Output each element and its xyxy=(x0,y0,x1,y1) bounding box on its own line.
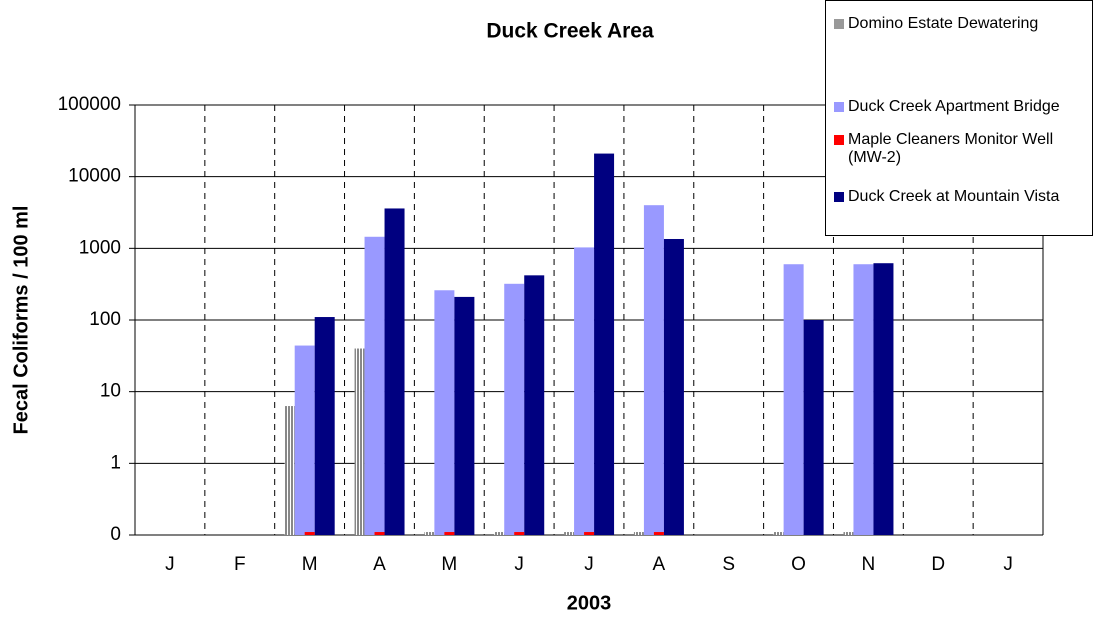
bar xyxy=(524,275,545,535)
bar xyxy=(434,290,455,535)
y-tick-label: 100 xyxy=(89,309,121,330)
y-tick-label: 0 xyxy=(110,524,121,545)
legend-entry: Duck Creek Apartment Bridge xyxy=(834,98,1084,116)
legend-entry: Domino Estate Dewatering xyxy=(834,15,1084,33)
bar xyxy=(773,532,784,535)
bar xyxy=(454,296,475,535)
bar xyxy=(873,263,894,535)
x-tick-label: N xyxy=(862,554,876,575)
x-tick-label: F xyxy=(234,554,246,575)
legend-label: Maple Cleaners Monitor Well (MW-2) xyxy=(848,131,1054,166)
bar xyxy=(504,283,525,535)
y-tick-label: 10 xyxy=(100,381,121,402)
y-tick-label: 1 xyxy=(110,452,121,473)
bar xyxy=(574,247,595,535)
bar xyxy=(633,532,644,535)
bar xyxy=(853,264,874,535)
x-tick-label: D xyxy=(931,554,945,575)
bar xyxy=(594,153,615,535)
y-axis-label: Fecal Coliforms / 100 ml xyxy=(10,206,32,435)
x-tick-label: A xyxy=(653,554,666,575)
legend-label: Duck Creek Apartment Bridge xyxy=(848,98,1060,115)
bar xyxy=(424,532,435,535)
chart-title: Duck Creek Area xyxy=(486,20,654,43)
bar xyxy=(304,532,315,535)
legend-swatch xyxy=(834,19,844,29)
bar xyxy=(294,345,315,535)
legend-entry: Duck Creek at Mountain Vista xyxy=(834,188,1084,206)
bar xyxy=(314,317,335,535)
y-tick-label: 10000 xyxy=(68,166,121,187)
x-tick-label: J xyxy=(514,554,524,575)
x-tick-label: J xyxy=(584,554,594,575)
bar xyxy=(384,208,405,536)
bar xyxy=(803,320,824,535)
bar xyxy=(354,348,365,535)
x-tick-label: M xyxy=(441,554,457,575)
x-tick-label: O xyxy=(791,554,806,575)
bar xyxy=(584,532,595,535)
bar xyxy=(494,532,505,535)
bar xyxy=(643,205,664,535)
legend-entry: Maple Cleaners Monitor Well (MW-2) xyxy=(834,131,1084,167)
legend-swatch xyxy=(834,192,844,202)
bar xyxy=(653,532,664,535)
bar xyxy=(663,238,684,536)
x-tick-label: A xyxy=(373,554,386,575)
bar xyxy=(444,532,455,535)
legend-swatch xyxy=(834,102,844,112)
bar xyxy=(783,264,804,535)
bar xyxy=(564,532,575,535)
y-tick-label: 100000 xyxy=(58,94,121,115)
legend-label: Duck Creek at Mountain Vista xyxy=(848,188,1060,205)
legend-swatch xyxy=(834,135,844,145)
x-tick-label: J xyxy=(1003,554,1013,575)
x-tick-label: J xyxy=(165,554,175,575)
bar xyxy=(364,236,385,536)
legend-label: Domino Estate Dewatering xyxy=(848,15,1039,32)
x-tick-label: M xyxy=(302,554,318,575)
bar xyxy=(514,532,525,535)
x-tick-label: S xyxy=(722,554,735,575)
bar xyxy=(843,532,854,535)
legend: Domino Estate Dewatering Duck Creek Apart… xyxy=(825,0,1093,236)
bar xyxy=(284,406,295,535)
y-tick-label: 1000 xyxy=(79,237,121,258)
bar xyxy=(374,532,385,535)
x-axis-label: 2003 xyxy=(567,592,612,614)
